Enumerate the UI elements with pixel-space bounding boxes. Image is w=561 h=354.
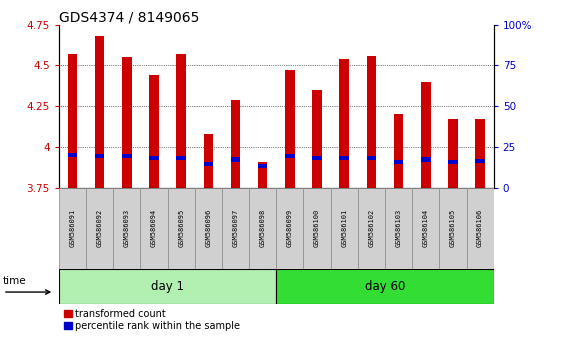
FancyBboxPatch shape <box>86 188 113 269</box>
Text: GSM586105: GSM586105 <box>450 209 456 247</box>
Bar <box>231 100 240 188</box>
Bar <box>421 82 430 188</box>
Text: GSM586101: GSM586101 <box>341 209 347 247</box>
FancyBboxPatch shape <box>276 269 494 304</box>
Bar <box>204 162 213 166</box>
Bar <box>258 164 268 168</box>
FancyBboxPatch shape <box>249 188 276 269</box>
Text: GSM586102: GSM586102 <box>369 209 374 247</box>
Bar <box>285 70 295 188</box>
Bar <box>394 160 403 165</box>
Text: day 60: day 60 <box>365 280 405 293</box>
Text: GSM586096: GSM586096 <box>205 209 211 247</box>
FancyBboxPatch shape <box>59 269 276 304</box>
Bar <box>122 154 132 158</box>
Legend: transformed count, percentile rank within the sample: transformed count, percentile rank withi… <box>64 309 241 331</box>
Bar <box>339 59 349 188</box>
Text: GSM586091: GSM586091 <box>70 209 76 247</box>
FancyBboxPatch shape <box>439 188 467 269</box>
Text: GSM586097: GSM586097 <box>232 209 238 247</box>
FancyBboxPatch shape <box>385 188 412 269</box>
FancyBboxPatch shape <box>276 188 304 269</box>
Text: GSM586106: GSM586106 <box>477 209 483 247</box>
Text: GSM586095: GSM586095 <box>178 209 184 247</box>
Text: GSM586098: GSM586098 <box>260 209 266 247</box>
FancyBboxPatch shape <box>222 188 249 269</box>
FancyBboxPatch shape <box>113 188 140 269</box>
Bar <box>475 159 485 163</box>
Bar <box>231 158 240 161</box>
Bar <box>312 155 322 160</box>
Bar <box>149 75 159 188</box>
Text: GSM586104: GSM586104 <box>423 209 429 247</box>
Bar <box>258 161 268 188</box>
Bar <box>122 57 132 188</box>
Text: GSM586103: GSM586103 <box>396 209 402 247</box>
FancyBboxPatch shape <box>330 188 358 269</box>
Text: GSM586094: GSM586094 <box>151 209 157 247</box>
Bar <box>367 155 376 160</box>
Text: GSM586099: GSM586099 <box>287 209 293 247</box>
Bar <box>421 158 430 161</box>
Text: GSM586093: GSM586093 <box>124 209 130 247</box>
Bar <box>448 119 458 188</box>
Bar <box>68 54 77 188</box>
Bar <box>367 56 376 188</box>
Text: time: time <box>3 276 26 286</box>
Bar <box>95 154 104 158</box>
FancyBboxPatch shape <box>168 188 195 269</box>
Text: GSM586100: GSM586100 <box>314 209 320 247</box>
FancyBboxPatch shape <box>195 188 222 269</box>
Bar <box>68 153 77 158</box>
Text: GDS4374 / 8149065: GDS4374 / 8149065 <box>59 11 199 25</box>
Text: GSM586092: GSM586092 <box>96 209 103 247</box>
Bar <box>204 134 213 188</box>
Bar <box>475 119 485 188</box>
FancyBboxPatch shape <box>140 188 168 269</box>
Text: day 1: day 1 <box>151 280 184 293</box>
Bar <box>394 114 403 188</box>
Bar <box>448 160 458 165</box>
Bar <box>312 90 322 188</box>
FancyBboxPatch shape <box>358 188 385 269</box>
Bar <box>149 155 159 160</box>
FancyBboxPatch shape <box>412 188 439 269</box>
FancyBboxPatch shape <box>304 188 330 269</box>
Bar <box>95 36 104 188</box>
FancyBboxPatch shape <box>59 188 86 269</box>
FancyBboxPatch shape <box>467 188 494 269</box>
Bar <box>285 154 295 158</box>
Bar <box>176 155 186 160</box>
Bar <box>339 155 349 160</box>
Bar <box>176 54 186 188</box>
